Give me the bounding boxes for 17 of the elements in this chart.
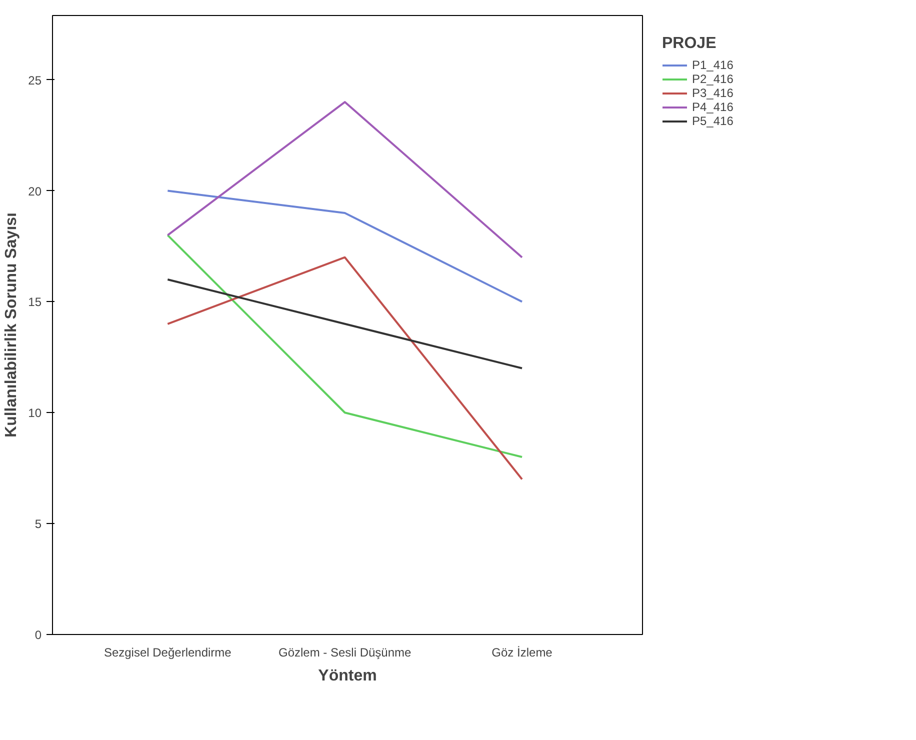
x-tick-label: Sezgisel Değerlendirme <box>104 646 232 660</box>
legend-title: PROJE <box>662 35 718 53</box>
y-tick-label: 0 <box>34 628 42 642</box>
legend-label: P5_416 <box>692 114 734 128</box>
y-tick-label: 10 <box>28 406 42 420</box>
legend-label: P4_416 <box>692 100 734 114</box>
y-tick-label: 15 <box>28 295 42 310</box>
x-axis-title: Yöntem <box>318 668 377 684</box>
y-tick-label: 5 <box>34 517 42 532</box>
y-axis-title: Kullanılabilirlik Sorunu Sayısı <box>3 212 20 438</box>
x-tick-label: Göz İzleme <box>492 646 553 660</box>
legend-label: P3_416 <box>692 86 734 100</box>
y-tick-label: 20 <box>28 184 42 198</box>
x-tick-label: Gözlem - Sesli Düşünme <box>278 646 412 660</box>
y-tick-label: 25 <box>28 73 42 88</box>
legend-label: P1_416 <box>692 58 734 72</box>
legend-label: P2_416 <box>692 72 734 86</box>
